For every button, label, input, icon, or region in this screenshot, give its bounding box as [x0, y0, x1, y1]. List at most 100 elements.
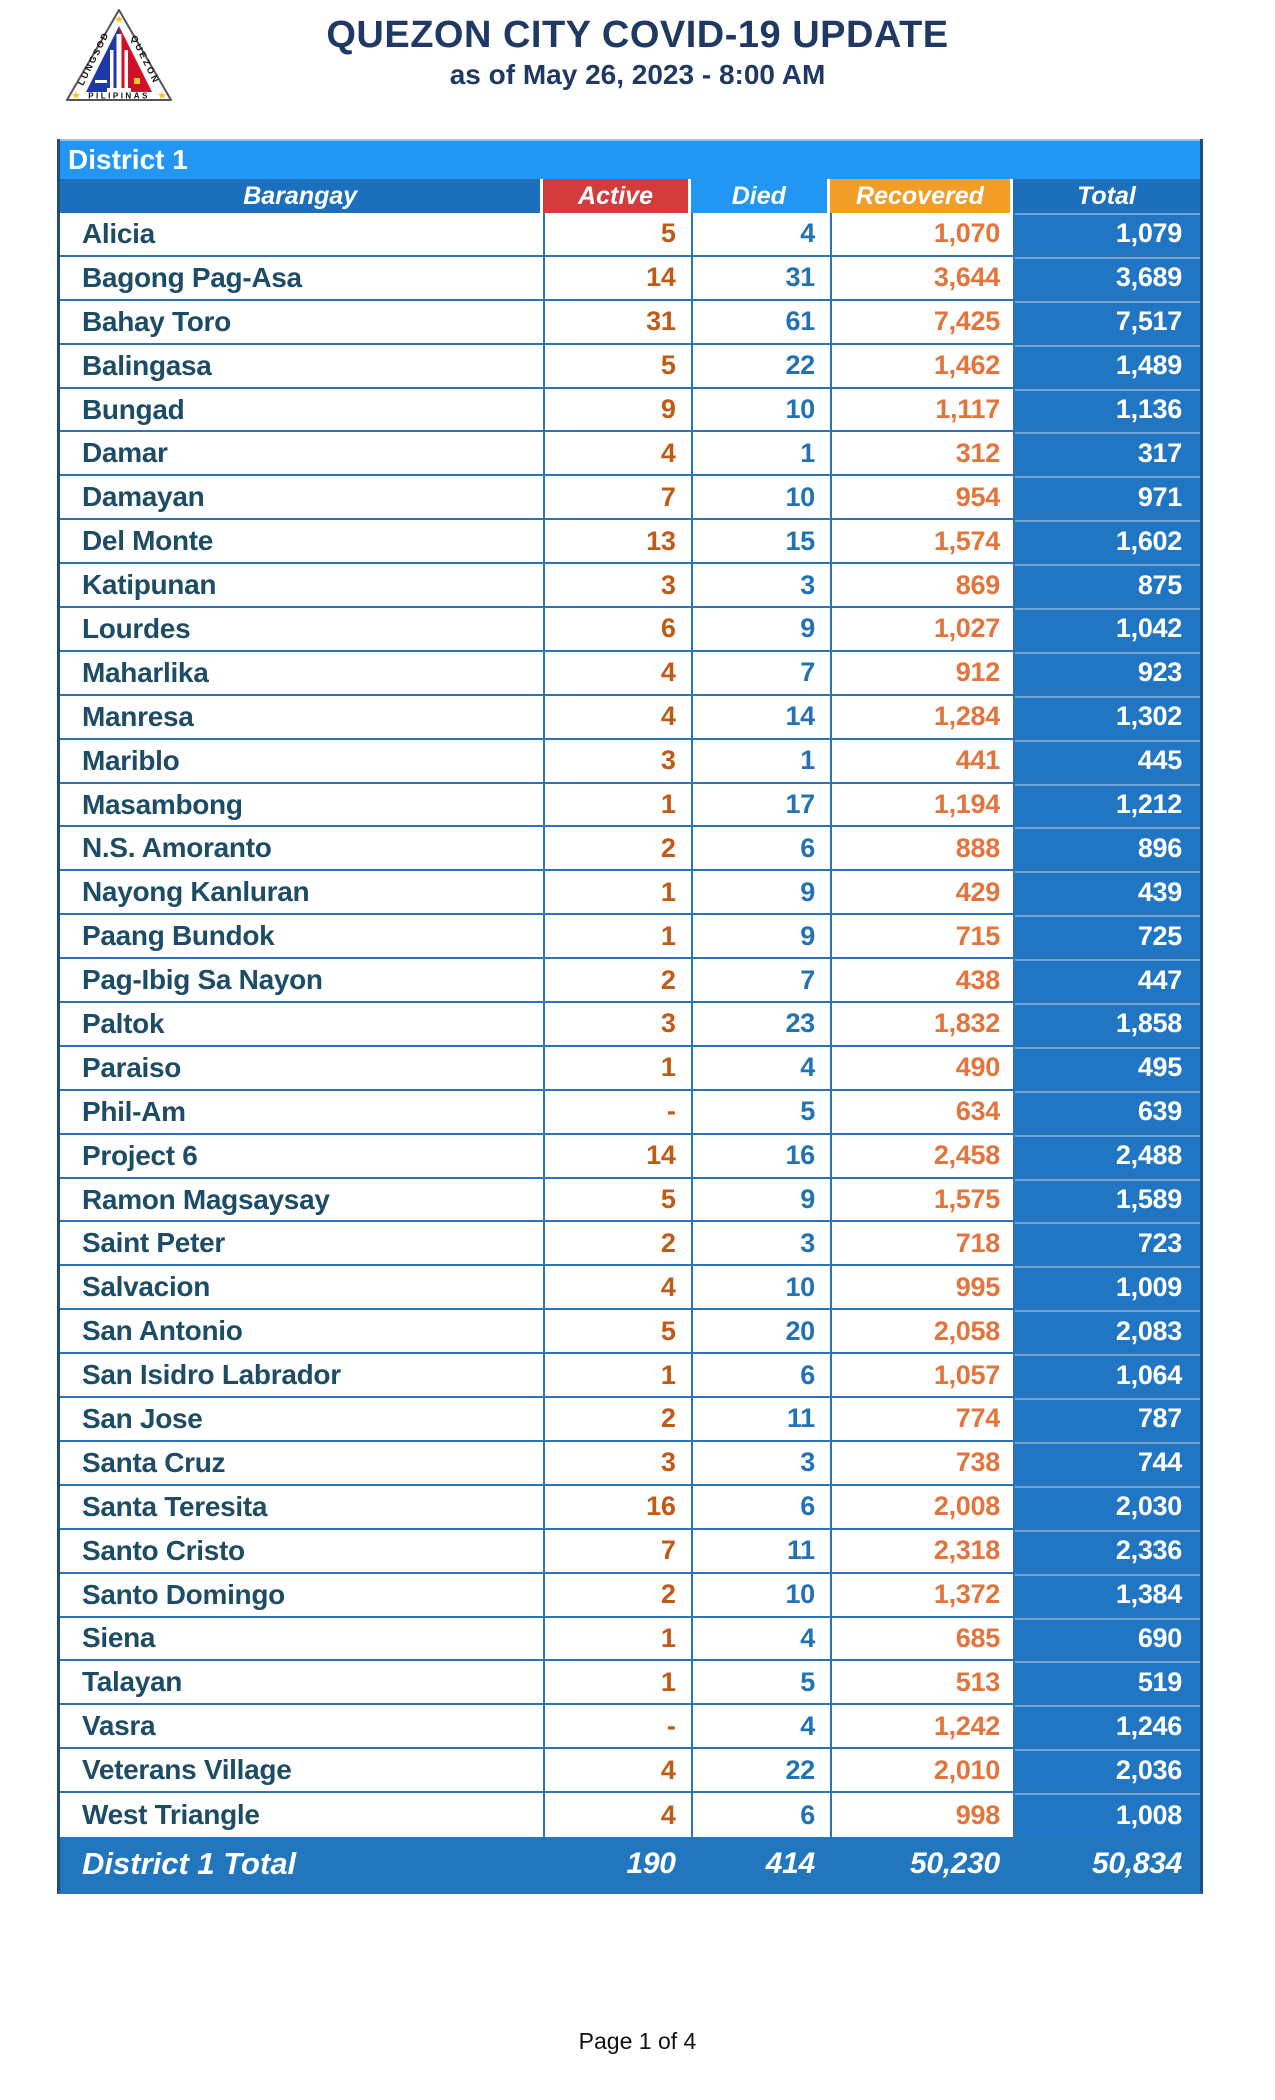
table-row: Manresa 4 14 1,284 1,302 [60, 695, 1200, 740]
died-count-cell: 1 [690, 739, 830, 782]
total-count-cell: 447 [1012, 959, 1200, 1002]
active-count-cell: 2 [543, 1398, 690, 1440]
recovered-count-cell: 1,117 [829, 388, 1013, 431]
died-count-cell: 3 [690, 1441, 830, 1484]
column-header-barangay: Barangay [60, 179, 544, 213]
died-count-cell: 6 [690, 1793, 830, 1837]
died-count-cell: 16 [690, 1134, 830, 1177]
total-count-cell: 1,009 [1012, 1266, 1200, 1309]
recovered-count-cell: 1,057 [829, 1354, 1013, 1397]
total-count-cell: 875 [1012, 564, 1200, 607]
recovered-count-cell: 429 [829, 871, 1013, 914]
table-body: Alicia 5 4 1,070 1,079 Bagong Pag-Asa 14… [60, 213, 1200, 1837]
table-row: Santo Cristo 7 11 2,318 2,336 [60, 1529, 1200, 1574]
table-row: N.S. Amoranto 2 6 888 896 [60, 827, 1200, 872]
active-count-cell: 16 [543, 1485, 690, 1528]
recovered-count-cell: 869 [829, 564, 1013, 607]
died-count-cell: 1 [690, 432, 830, 475]
table-row: Paraiso 1 4 490 495 [60, 1046, 1200, 1091]
active-count-cell: 1 [543, 1046, 690, 1089]
barangay-name-cell: Lourdes [82, 612, 191, 644]
table-row: Ramon Magsaysay 5 9 1,575 1,589 [60, 1178, 1200, 1223]
table-row: Paang Bundok 1 9 715 725 [60, 915, 1200, 960]
active-count-cell: 7 [543, 1529, 690, 1572]
total-count-cell: 1,302 [1012, 695, 1200, 738]
table-row: Santa Cruz 3 3 738 744 [60, 1441, 1200, 1486]
died-count-cell: 9 [690, 915, 830, 958]
died-count-cell: 4 [690, 213, 830, 255]
active-count-cell: 2 [543, 1222, 690, 1265]
column-header-recovered: Recovered [829, 179, 1013, 213]
total-count-cell: 2,083 [1012, 1310, 1200, 1353]
star-icon: ★ [114, 14, 124, 26]
active-count-cell: - [543, 1090, 690, 1133]
active-count-cell: 2 [543, 827, 690, 870]
table-row: San Isidro Labrador 1 6 1,057 1,064 [60, 1354, 1200, 1399]
table-row: Bungad 9 10 1,117 1,136 [60, 388, 1200, 433]
barangay-name-cell: Santo Domingo [82, 1578, 285, 1610]
total-died-value: 414 [765, 1847, 815, 1881]
active-count-cell: 3 [543, 564, 690, 607]
barangay-name-cell: Santo Cristo [82, 1534, 245, 1566]
barangay-name-cell: Siena [82, 1622, 156, 1654]
table-row: Katipunan 3 3 869 875 [60, 564, 1200, 609]
table-row: West Triangle 4 6 998 1,008 [60, 1793, 1200, 1837]
died-count-cell: 9 [690, 1178, 830, 1221]
died-count-cell: 6 [690, 827, 830, 870]
table-row: Maharlika 4 7 912 923 [60, 651, 1200, 696]
active-count-cell: 1 [543, 783, 690, 826]
recovered-count-cell: 1,070 [829, 213, 1013, 255]
total-count-cell: 1,064 [1012, 1354, 1200, 1397]
barangay-name-cell: Veterans Village [82, 1754, 292, 1786]
active-count-cell: 5 [543, 213, 690, 255]
total-count-cell: 7,517 [1012, 300, 1200, 343]
active-count-cell: 4 [543, 695, 690, 738]
total-count-cell: 744 [1012, 1441, 1200, 1484]
total-active-value: 190 [626, 1847, 676, 1881]
active-count-cell: 3 [543, 1441, 690, 1484]
recovered-count-cell: 738 [829, 1441, 1013, 1484]
barangay-name-cell: San Jose [82, 1402, 203, 1434]
active-count-cell: 5 [543, 1310, 690, 1353]
barangay-name-cell: Talayan [82, 1666, 183, 1698]
died-count-cell: 11 [690, 1398, 830, 1440]
total-count-cell: 1,858 [1012, 1003, 1200, 1045]
recovered-count-cell: 2,008 [829, 1485, 1013, 1528]
died-count-cell: 10 [690, 1573, 830, 1616]
active-count-cell: 4 [543, 1749, 690, 1792]
recovered-count-cell: 2,058 [829, 1310, 1013, 1353]
barangay-name-cell: Damayan [82, 481, 205, 513]
total-count-cell: 2,488 [1012, 1134, 1200, 1177]
table-row: Project 6 14 16 2,458 2,488 [60, 1134, 1200, 1179]
total-count-cell: 971 [1012, 476, 1200, 519]
recovered-count-cell: 998 [829, 1793, 1013, 1837]
died-count-cell: 17 [690, 783, 830, 826]
died-count-cell: 10 [690, 476, 830, 519]
total-recovered-value: 50,230 [909, 1847, 1000, 1881]
recovered-count-cell: 3,644 [829, 256, 1013, 299]
recovered-count-cell: 1,462 [829, 344, 1013, 387]
died-count-cell: 31 [690, 256, 830, 299]
died-count-cell: 15 [690, 520, 830, 563]
recovered-count-cell: 2,458 [829, 1134, 1013, 1177]
page-subtitle: as of May 26, 2023 - 8:00 AM [449, 59, 826, 90]
recovered-count-cell: 1,574 [829, 520, 1013, 563]
active-count-cell: 5 [543, 1178, 690, 1221]
total-count-cell: 3,689 [1012, 256, 1200, 299]
barangay-name-cell: Bahay Toro [82, 305, 231, 337]
barangay-name-cell: Ramon Magsaysay [82, 1183, 330, 1215]
recovered-count-cell: 438 [829, 959, 1013, 1002]
active-count-cell: 2 [543, 1573, 690, 1616]
barangay-name-cell: Manresa [82, 700, 194, 732]
total-count-cell: 1,042 [1012, 608, 1200, 650]
table-row: Veterans Village 4 22 2,010 2,036 [60, 1749, 1200, 1794]
died-count-cell: 22 [690, 344, 830, 387]
table-row: Masambong 1 17 1,194 1,212 [60, 783, 1200, 828]
died-count-cell: 11 [690, 1529, 830, 1572]
died-count-cell: 7 [690, 959, 830, 1002]
barangay-name-cell: Bungad [82, 393, 185, 425]
logo-bottom-text: PILIPINAS [88, 92, 150, 101]
recovered-count-cell: 2,318 [829, 1529, 1013, 1572]
total-overall-value: 50,834 [1092, 1847, 1182, 1881]
